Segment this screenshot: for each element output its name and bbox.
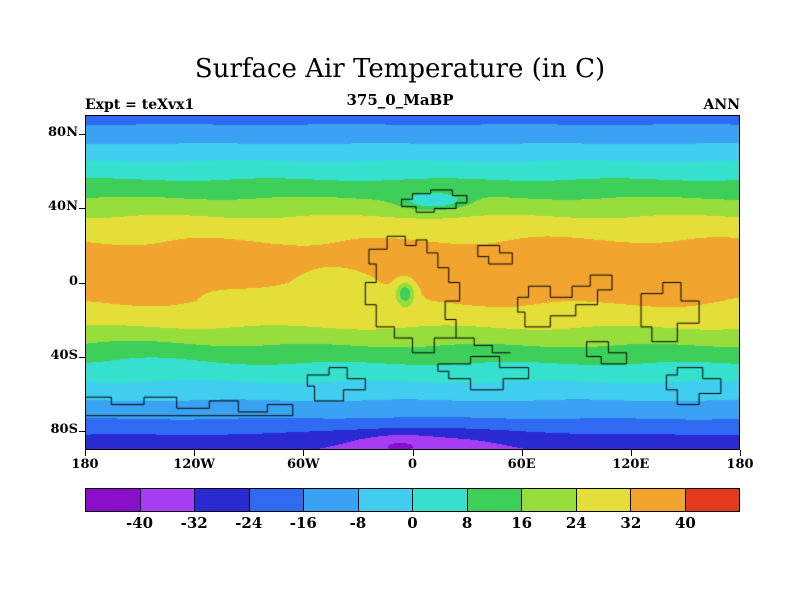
colorbar-cell [86,489,140,511]
x-axis-tick [412,450,414,456]
colorbar-cell [303,489,358,511]
colorbar-cell [521,489,576,511]
x-axis-tick [521,450,523,456]
colorbar-cell [412,489,467,511]
colorbar-cell [466,489,521,511]
y-axis-tick [79,282,85,284]
x-tick-label: 0 [407,457,418,472]
colorbar-tick-label: -40 [126,514,154,532]
x-tick-label: 180 [726,457,754,472]
y-tick-label: 80S [50,422,78,438]
y-tick-label: 0 [68,273,78,289]
x-axis-tick [303,450,305,456]
y-axis-tick [79,208,85,210]
colorbar-cell [357,489,412,511]
x-tick-label: 60W [286,457,320,472]
colorbar-cell [194,489,249,511]
x-tick-label: 120E [612,457,650,472]
y-axis-tick [79,431,85,433]
x-axis-tick [630,450,632,456]
y-axis-tick [79,356,85,358]
x-axis-tick [740,450,741,456]
chart-subtitle: 375_0_MaBP [346,91,454,109]
colorbar-tick-label: 24 [565,514,587,532]
colorbar-labels: -40 -32 -24 -16 -8 0 8 16 24 32 40 [85,514,740,532]
y-tick-label: 40S [50,347,78,363]
experiment-label: Expt = teXvx1 [85,97,195,113]
colorbar-cell [139,489,194,511]
x-axis-tick [85,450,86,456]
colorbar-tick-label: 0 [407,514,418,532]
colorbar-tick-label: 40 [674,514,696,532]
x-tick-label: 120W [173,457,216,472]
y-axis-tick [79,133,85,135]
colorbar-cell [575,489,630,511]
x-tick-label: 60E [507,457,536,472]
colorbar-tick-label: 16 [511,514,533,532]
map-frame [85,115,740,450]
colorbar-cell [684,489,739,511]
colorbar-cell [248,489,303,511]
y-tick-label: 40N [48,199,78,215]
colorbar-tick-label: -8 [349,514,367,532]
colorbar-tick-label: 8 [461,514,473,532]
x-axis-tick [194,450,196,456]
colorbar-tick-label: -16 [289,514,317,532]
x-tick-label: 180 [71,457,99,472]
chart-title: Surface Air Temperature (in C) [194,54,606,84]
temperature-map-canvas [86,116,739,449]
season-label: ANN [703,97,740,113]
colorbar [85,488,740,512]
y-tick-label: 80N [48,124,78,140]
colorbar-cell [630,489,685,511]
colorbar-tick-label: -32 [180,514,208,532]
colorbar-tick-label: 32 [620,514,642,532]
colorbar-tick-label: -24 [235,514,263,532]
